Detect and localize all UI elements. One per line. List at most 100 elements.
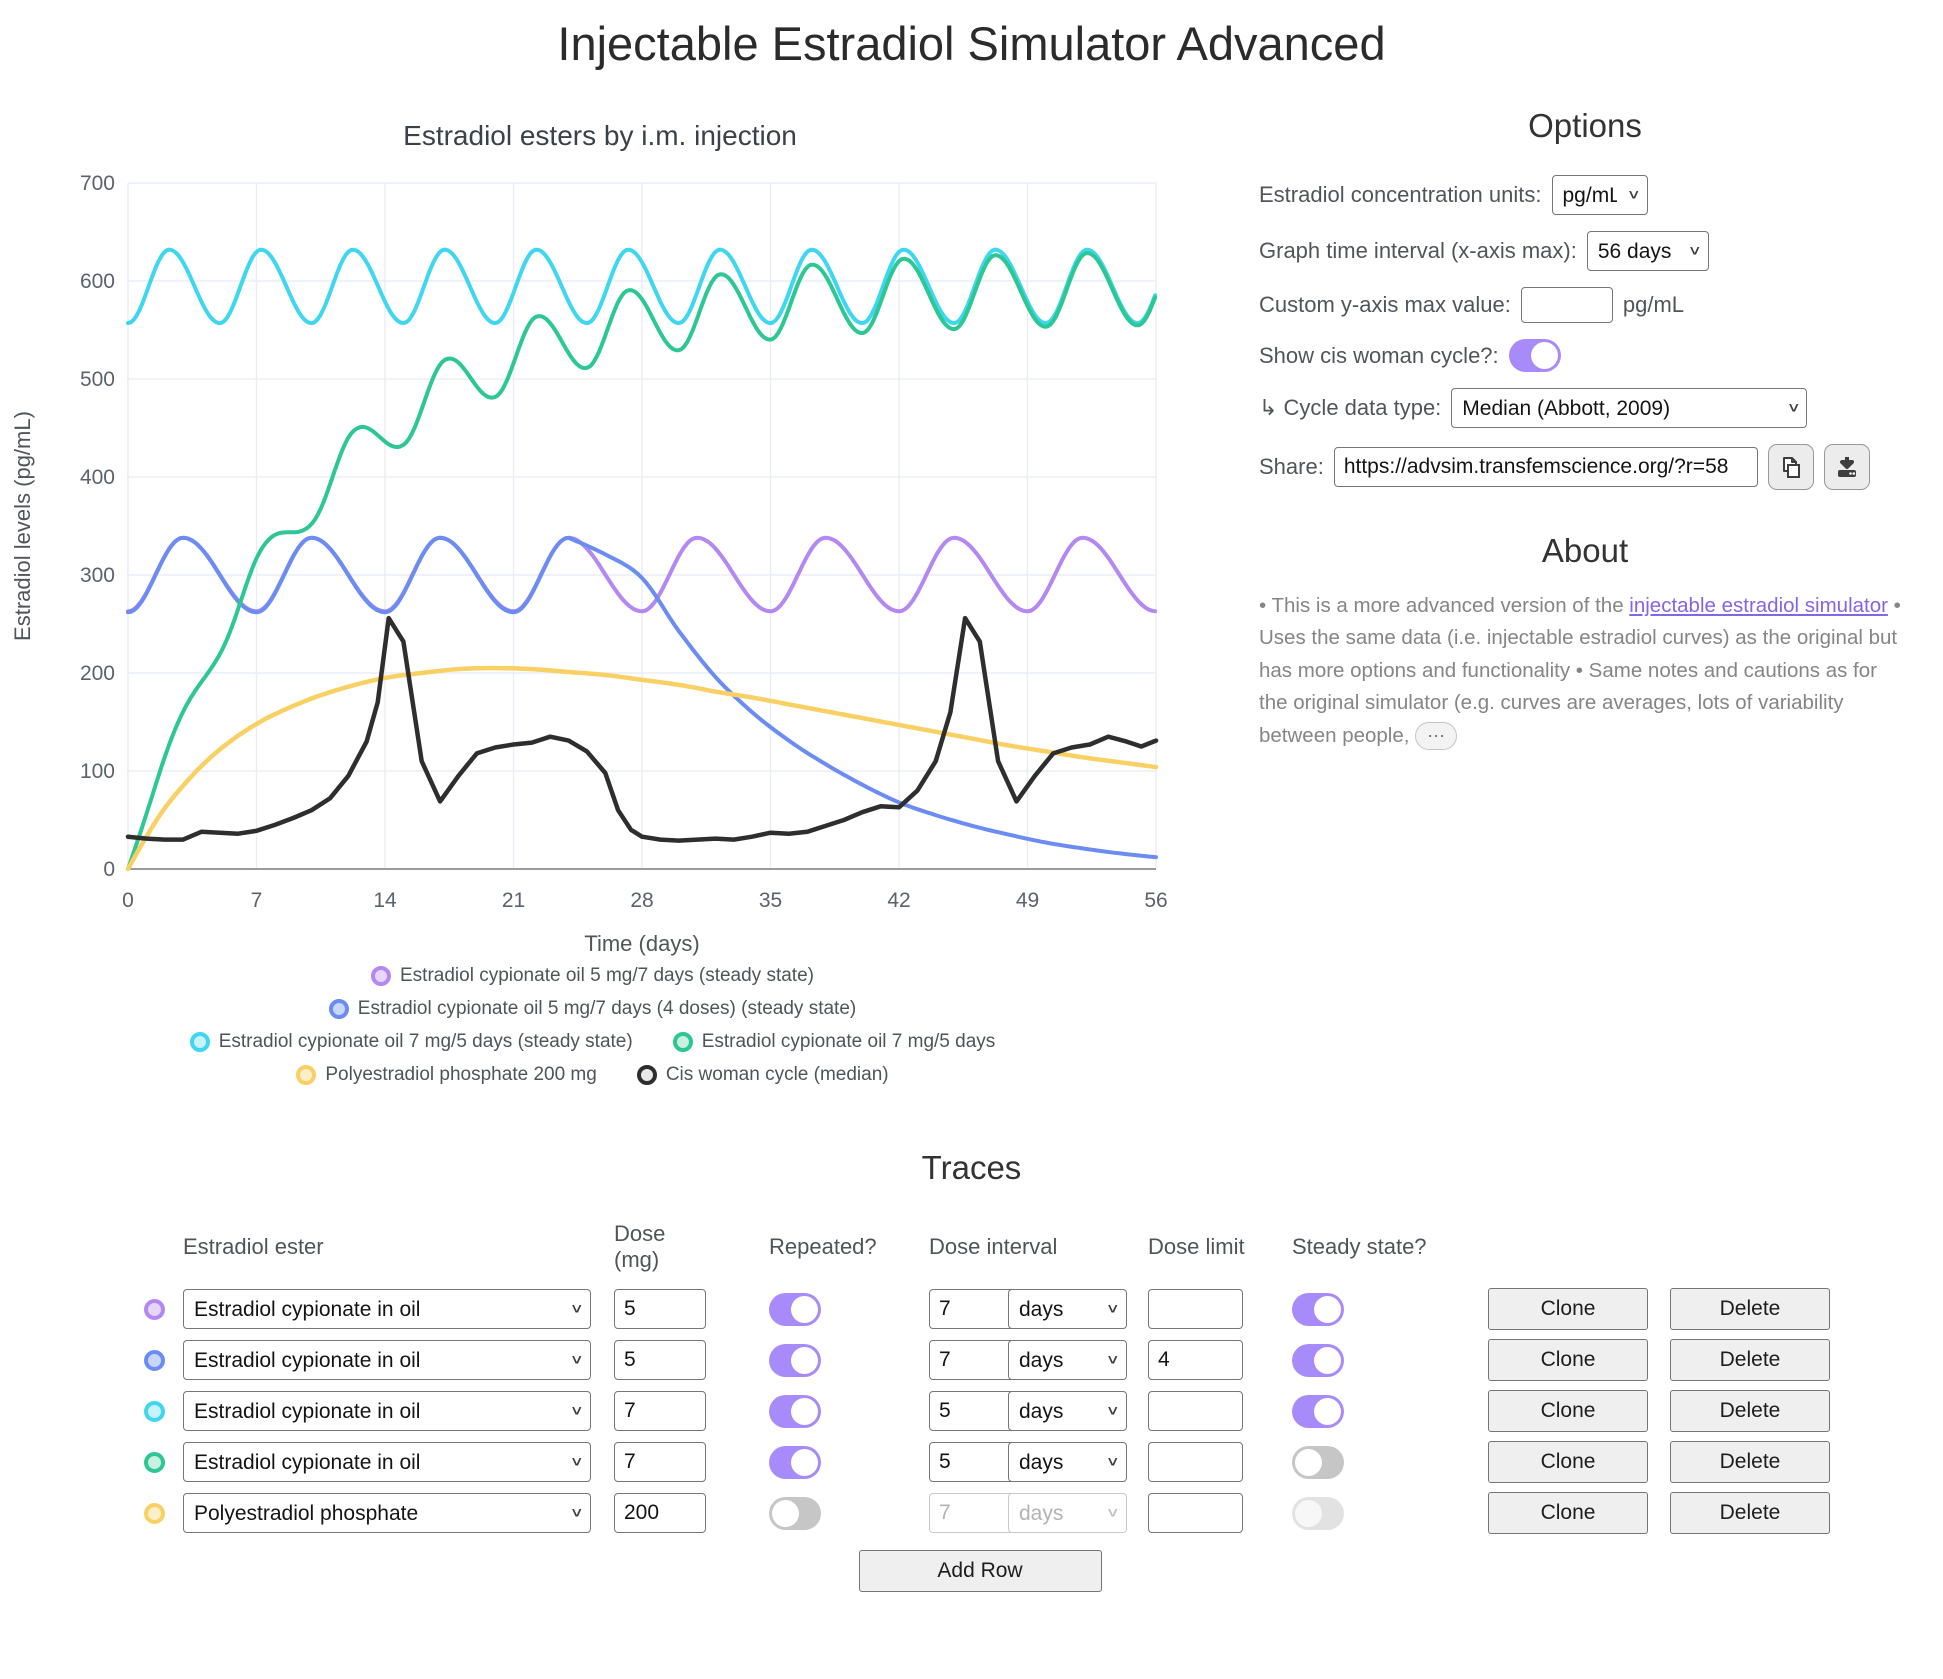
dose-interval-input[interactable] — [929, 1340, 1019, 1380]
add-row-button[interactable]: Add Row — [858, 1550, 1102, 1592]
ester-select[interactable]: Estradiol cypionate in oil — [183, 1289, 591, 1329]
ester-select[interactable]: Polyestradiol phosphate — [183, 1493, 591, 1533]
svg-text:21: 21 — [502, 889, 525, 912]
legend-row: Estradiol cypionate oil 5 mg/7 days (4 d… — [0, 998, 1185, 1020]
svg-text:300: 300 — [80, 564, 115, 587]
svg-text:0: 0 — [103, 858, 115, 881]
steady-state-toggle[interactable] — [1292, 1496, 1344, 1530]
clone-row-button[interactable]: Clone — [1488, 1441, 1648, 1483]
option-row-cis-cycle: Show cis woman cycle?: — [1259, 339, 1911, 372]
svg-text:Time (days): Time (days) — [584, 931, 699, 956]
about-text: • This is a more advanced version of the… — [1259, 590, 1911, 752]
legend-label: Polyestradiol phosphate 200 mg — [325, 1064, 597, 1085]
copy-share-button[interactable] — [1767, 444, 1814, 490]
steady-state-toggle[interactable] — [1292, 1394, 1344, 1428]
dose-interval-input[interactable] — [929, 1391, 1019, 1431]
about-text-part2: • Uses the same data (i.e. injectable es… — [1259, 594, 1901, 747]
repeated-toggle[interactable] — [769, 1292, 821, 1326]
time-interval-select-wrap: 56 days ∨ — [1586, 231, 1709, 271]
legend-item[interactable]: Cis woman cycle (median) — [636, 1064, 889, 1086]
ester-select[interactable]: Estradiol cypionate in oil — [183, 1340, 591, 1380]
svg-text:400: 400 — [80, 466, 115, 489]
clone-row-button[interactable]: Clone — [1488, 1492, 1648, 1534]
dose-interval-input[interactable] — [929, 1289, 1019, 1329]
page-title: Injectable Estradiol Simulator Advanced — [557, 17, 1386, 70]
delete-row-button[interactable]: Delete — [1670, 1492, 1830, 1534]
estradiol-chart[interactable]: Estradiol esters by i.m. injection 0 7 14 21… — [0, 93, 1185, 959]
svg-text:28: 28 — [630, 889, 653, 912]
legend-label: Estradiol cypionate oil 5 mg/7 days (ste… — [400, 965, 814, 986]
dose-limit-input[interactable] — [1148, 1340, 1243, 1380]
steady-state-toggle[interactable] — [1292, 1445, 1344, 1479]
ymax-input[interactable] — [1520, 287, 1613, 323]
svg-text:42: 42 — [887, 889, 910, 912]
repeated-toggle[interactable] — [769, 1445, 821, 1479]
clone-row-button[interactable]: Clone — [1488, 1339, 1648, 1381]
legend-item[interactable]: Estradiol cypionate oil 5 mg/7 days (ste… — [371, 965, 814, 987]
dose-input[interactable] — [614, 1289, 706, 1329]
delete-row-button[interactable]: Delete — [1670, 1441, 1830, 1483]
delete-row-button[interactable]: Delete — [1670, 1390, 1830, 1432]
dose-input[interactable] — [614, 1493, 706, 1533]
dose-limit-input[interactable] — [1148, 1289, 1243, 1329]
dose-limit-input[interactable] — [1148, 1442, 1243, 1482]
dose-input[interactable] — [614, 1391, 706, 1431]
chart-section: Estradiol esters by i.m. injection 0 7 14 21… — [0, 93, 1185, 1097]
interval-unit-select[interactable]: days — [1008, 1340, 1127, 1380]
steady-state-toggle[interactable] — [1292, 1343, 1344, 1377]
legend-item[interactable]: Polyestradiol phosphate 200 mg — [296, 1064, 597, 1086]
delete-row-button[interactable]: Delete — [1670, 1288, 1830, 1330]
legend-item[interactable]: Estradiol cypionate oil 7 mg/5 days (ste… — [189, 1031, 633, 1053]
svg-text:35: 35 — [759, 889, 782, 912]
dose-input[interactable] — [614, 1442, 706, 1482]
share-label: Share: — [1259, 454, 1324, 479]
svg-text:700: 700 — [80, 172, 115, 195]
steady-state-toggle[interactable] — [1292, 1292, 1344, 1326]
ymax-label: Custom y-axis max value: — [1259, 292, 1511, 317]
header-dose: Dose (mg) — [614, 1221, 666, 1272]
dose-interval-input[interactable] — [929, 1493, 1019, 1533]
interval-unit-select[interactable]: days — [1008, 1442, 1127, 1482]
dose-input[interactable] — [614, 1340, 706, 1380]
dose-interval-input[interactable] — [929, 1442, 1019, 1482]
interval-unit-select[interactable]: days — [1008, 1289, 1127, 1329]
expand-about-button[interactable]: ⋯ — [1415, 722, 1458, 751]
trace-row: Estradiol cypionate in oil ∨ days ∨ Clon… — [130, 1441, 1830, 1483]
trace-row: Estradiol cypionate in oil ∨ days ∨ Clon… — [130, 1288, 1830, 1330]
cis-cycle-toggle[interactable] — [1508, 339, 1561, 372]
injectable-simulator-link[interactable]: injectable estradiol simulator — [1629, 594, 1888, 617]
legend-row: Estradiol cypionate oil 5 mg/7 days (ste… — [0, 965, 1185, 987]
trace-color-marker — [144, 1349, 165, 1371]
interval-unit-select[interactable]: days — [1008, 1391, 1127, 1431]
clone-row-button[interactable]: Clone — [1488, 1288, 1648, 1330]
ester-select[interactable]: Estradiol cypionate in oil — [183, 1442, 591, 1482]
repeated-toggle[interactable] — [769, 1343, 821, 1377]
legend-row: Estradiol cypionate oil 7 mg/5 days (ste… — [0, 1031, 1185, 1053]
cycle-type-select[interactable]: Median (Abbott, 2009) — [1451, 388, 1808, 428]
share-url-input[interactable] — [1333, 447, 1758, 487]
svg-text:500: 500 — [80, 368, 115, 391]
units-select[interactable]: pg/mL — [1551, 175, 1648, 215]
legend-item[interactable]: Estradiol cypionate oil 5 mg/7 days (4 d… — [328, 998, 856, 1020]
svg-text:56: 56 — [1144, 889, 1167, 912]
legend-marker-icon — [636, 1065, 657, 1085]
repeated-toggle[interactable] — [769, 1496, 821, 1530]
about-text-part1: • This is a more advanced version of the — [1259, 594, 1630, 617]
trace-color-marker — [144, 1400, 165, 1422]
repeated-toggle[interactable] — [769, 1394, 821, 1428]
svg-text:0: 0 — [122, 889, 134, 912]
delete-row-button[interactable]: Delete — [1670, 1339, 1830, 1381]
option-row-time-interval: Graph time interval (x-axis max): 56 day… — [1259, 231, 1911, 271]
time-interval-select[interactable]: 56 days — [1586, 231, 1709, 271]
dose-limit-input[interactable] — [1148, 1493, 1243, 1533]
clone-row-button[interactable]: Clone — [1488, 1390, 1648, 1432]
time-interval-label: Graph time interval (x-axis max): — [1259, 238, 1577, 263]
interval-unit-select[interactable]: days — [1008, 1493, 1127, 1533]
trace-row: Estradiol cypionate in oil ∨ days ∨ Clon… — [130, 1339, 1830, 1381]
ymax-unit-suffix: pg/mL — [1622, 292, 1685, 317]
option-row-cycle-type: ↳ Cycle data type: Median (Abbott, 2009)… — [1259, 388, 1911, 428]
dose-limit-input[interactable] — [1148, 1391, 1243, 1431]
download-share-button[interactable] — [1823, 444, 1870, 490]
legend-item[interactable]: Estradiol cypionate oil 7 mg/5 days — [672, 1031, 995, 1053]
ester-select[interactable]: Estradiol cypionate in oil — [183, 1391, 591, 1431]
